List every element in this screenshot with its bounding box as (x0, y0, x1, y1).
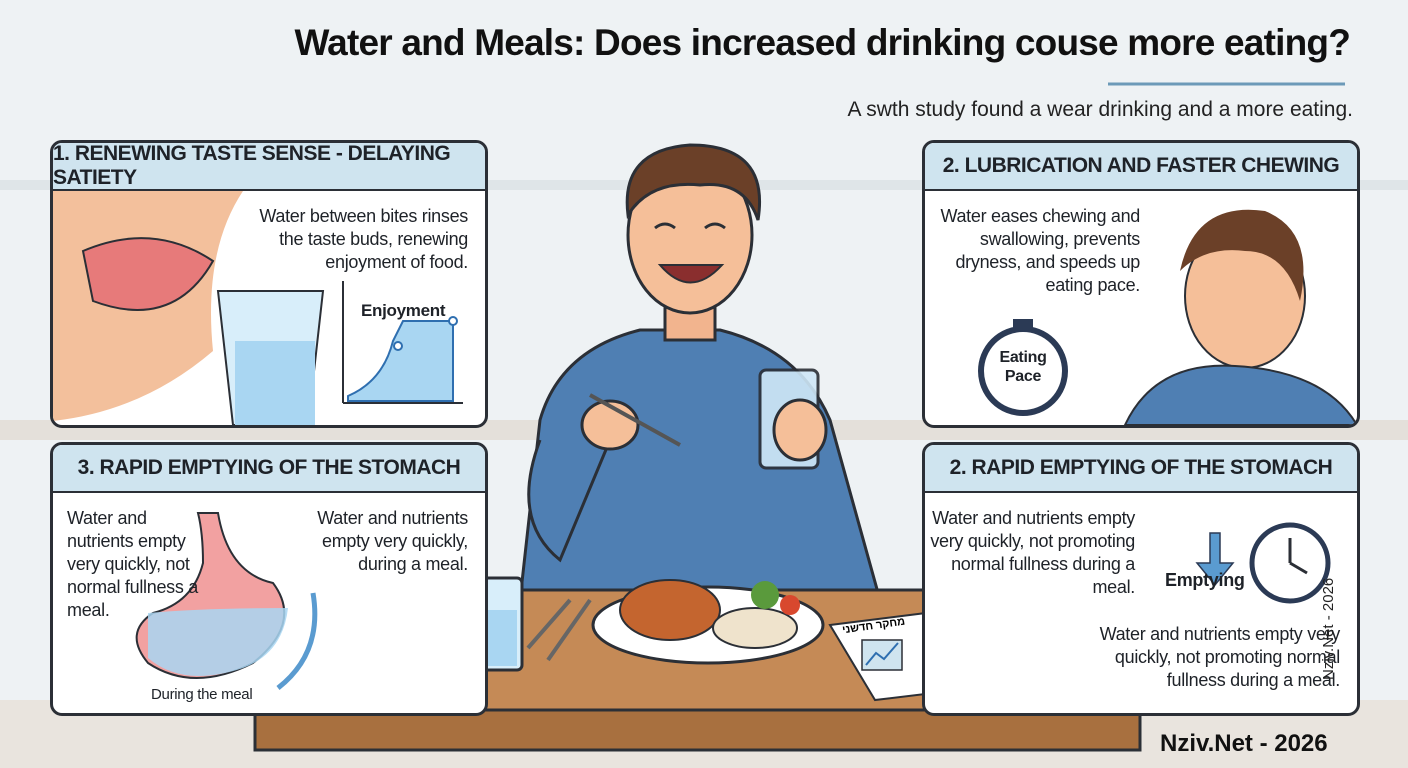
panel-taste: 1. RENEWING TASTE SENSE - DELAYING SATIE… (50, 140, 488, 428)
subtitle: A swth study found a wear drinking and a… (847, 98, 1353, 121)
chewing-illustration (978, 209, 1357, 425)
vertical-credit: Nziv.Net - 2026 (1320, 577, 1337, 680)
panel-stomach: 3. RAPID EMPTYING OF THE STOMACH Water a… (50, 442, 488, 716)
icon-label: Emptying (1165, 570, 1245, 590)
panel-text: Water between bites rinses the taste bud… (259, 206, 468, 272)
caption: During the meal (151, 686, 253, 703)
taste-illustration (53, 191, 463, 425)
stomach-illustration (135, 512, 318, 690)
panel-heading: 3. RAPID EMPTYING OF THE STOMACH (53, 445, 485, 493)
panel-heading: 2. RAPID EMPTYING OF THE STOMACH (925, 445, 1357, 493)
emptying-icons (1195, 522, 1331, 604)
panel-text: Water eases chewing and swallowing, prev… (940, 206, 1140, 295)
panel-emptying: 2. RAPID EMPTYING OF THE STOMACH Water a… (922, 442, 1360, 716)
title: Water and Meals: Does increased drinking… (294, 22, 1350, 63)
footer-credit: Nziv.Net - 2026 (1160, 730, 1328, 757)
icon-label: Eating Pace (999, 349, 1047, 385)
panel-text-right: Water and nutrients empty very quickly, … (317, 508, 468, 574)
panel-text-left: Water and nutrients empty very quickly, … (67, 508, 198, 620)
panel-text: Water and nutrients empty very quickly, … (930, 508, 1135, 597)
panel-heading: 2. LUBRICATION AND FASTER CHEWING (925, 143, 1357, 191)
chart-label: Enjoyment (361, 301, 446, 320)
panel-chewing: 2. LUBRICATION AND FASTER CHEWING Water … (922, 140, 1360, 428)
panel-heading: 1. RENEWING TASTE SENSE - DELAYING SATIE… (53, 143, 485, 191)
panel-text-bottom: Water and nutrients empty very quickly, … (1099, 624, 1341, 690)
